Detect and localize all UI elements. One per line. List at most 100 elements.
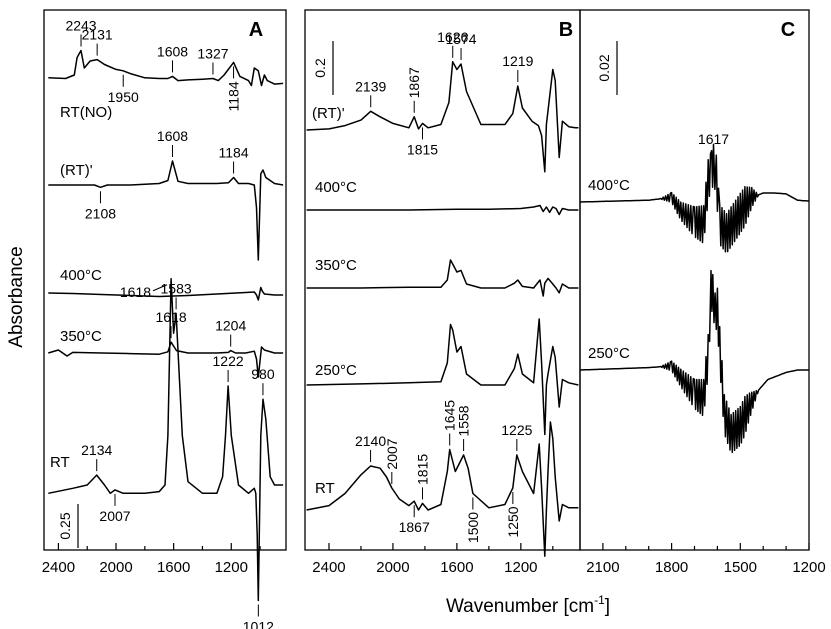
peak-annotation: 2007 [99,493,131,524]
peak-annotation: 1950 [108,74,139,105]
series-label: 350°C [60,328,102,345]
peak-annotation: 1327 [197,46,229,75]
peak-label: 2007 [99,508,130,524]
peak-annotation: 1867 [406,67,422,113]
panel-frame [304,9,581,551]
panel-letter: C [781,19,795,41]
series-line-rtno [48,49,284,87]
peak-annotation: 2243 [65,18,97,47]
series-label: RT [50,454,70,471]
series-line-250c [306,318,579,436]
x-tick-label: 1200 [215,559,248,576]
peak-label: 2139 [355,78,386,94]
scale-bar-label: 0.2 [312,58,328,78]
peak-annotation: 1219 [502,53,534,82]
series-label: 400°C [60,267,102,284]
peak-annotation: 1250 [505,492,521,538]
peak-label: 1250 [505,506,521,537]
panel-frame [43,9,287,551]
peak-annotation: 980 [251,366,275,396]
peak-leader [152,284,168,292]
peak-label: 1204 [215,318,246,334]
peak-annotation: 1618 [120,284,168,300]
x-tick-label: 2400 [312,559,345,576]
y-axis-label: Absorbance [6,246,27,347]
x-tick-label: 2400 [42,559,75,576]
peak-label: 1222 [213,353,244,369]
peak-label: 1617 [698,131,729,147]
series-line-400c [48,286,284,301]
peak-annotation: 1867 [399,505,430,535]
series-line-rt [48,278,284,602]
series-label: (RT)' [60,162,93,179]
scale-bar-label: 0.25 [57,512,73,539]
peak-label: 1327 [197,46,228,62]
peak-annotation: 1184 [226,66,242,111]
peak-annotation: 2134 [81,442,113,472]
series-line-250c [580,269,809,454]
peak-annotation: 1626 [437,29,469,58]
peak-label: 1583 [161,280,192,296]
peak-annotation: 1500 [465,497,481,543]
peak-label: 1618 [155,309,186,325]
series-label: 250°C [315,362,357,379]
series-label: RT(NO) [60,104,112,121]
peak-annotation: 2140 [355,433,386,462]
peak-label: 1618 [120,284,151,300]
peak-label: 1184 [219,145,249,161]
series-line-rt [48,160,284,261]
series-line-rt [306,61,579,173]
peak-annotation: 1204 [215,318,246,347]
peak-label: 2007 [384,438,400,469]
peak-label: 1815 [407,141,438,157]
peak-label: 1626 [437,29,468,45]
series-label: 400°C [588,177,630,194]
peak-label: 1219 [502,53,533,69]
peak-annotation: 1184 [219,145,249,174]
panel-a: A 2400 2000 1600 1200 0.25 RT(NO) (RT)' 400°C 350… [42,9,287,629]
panels: A 2400 2000 1600 1200 0.25 RT(NO) (RT)' 400°C 350… [42,9,826,629]
series-line-rt [306,421,579,557]
peak-annotation: 2139 [355,78,386,108]
series-line-350c [306,259,579,297]
x-tick-label: 2000 [376,559,409,576]
peak-label: 1608 [157,43,188,59]
peak-label: 2131 [82,27,113,43]
x-tick-label: 1200 [792,559,825,576]
x-axis-label: Wavenumber [cm-1] [446,593,610,617]
x-tick-label: 1600 [440,559,473,576]
panel-b: B 2400 2000 1600 1200 0.2 (RT)' 400°C 350°C 250°C… [304,9,581,576]
peak-label: 1225 [501,422,532,438]
series-line-350c [48,341,284,378]
series-label: 400°C [315,179,357,196]
peak-annotation: 1618 [155,309,187,339]
peak-label: 1184 [226,81,242,111]
peak-annotation: 1815 [415,454,431,500]
peak-annotation: 1574 [445,31,477,60]
peak-label: 1558 [456,405,472,436]
peak-label: 1608 [157,128,188,144]
peak-label: 2243 [65,18,96,34]
series-label: 350°C [315,257,357,274]
peak-annotation: 1583 [161,280,192,310]
peak-label: 1867 [399,519,430,535]
x-tick-label: 1800 [655,559,688,576]
x-tick-label: 1200 [504,559,537,576]
peak-annotation: 1222 [213,353,244,382]
peak-label: 2134 [81,442,112,458]
peak-annotation: 2131 [82,27,113,56]
peak-label: 980 [251,366,275,382]
series-line-400c [580,143,810,253]
x-tick-label: 1600 [157,559,190,576]
series-label: RT [315,480,335,497]
peak-annotation: 1012 [243,604,274,629]
peak-label: 1867 [406,67,422,98]
peak-label: 1950 [108,89,139,105]
panel-letter: A [249,19,263,41]
x-tick-label: 2000 [99,559,132,576]
peak-label: 1815 [415,454,431,485]
x-tick-label: 2100 [586,559,619,576]
peak-label: 1645 [442,400,458,431]
peak-annotation: 1617 [698,131,729,161]
